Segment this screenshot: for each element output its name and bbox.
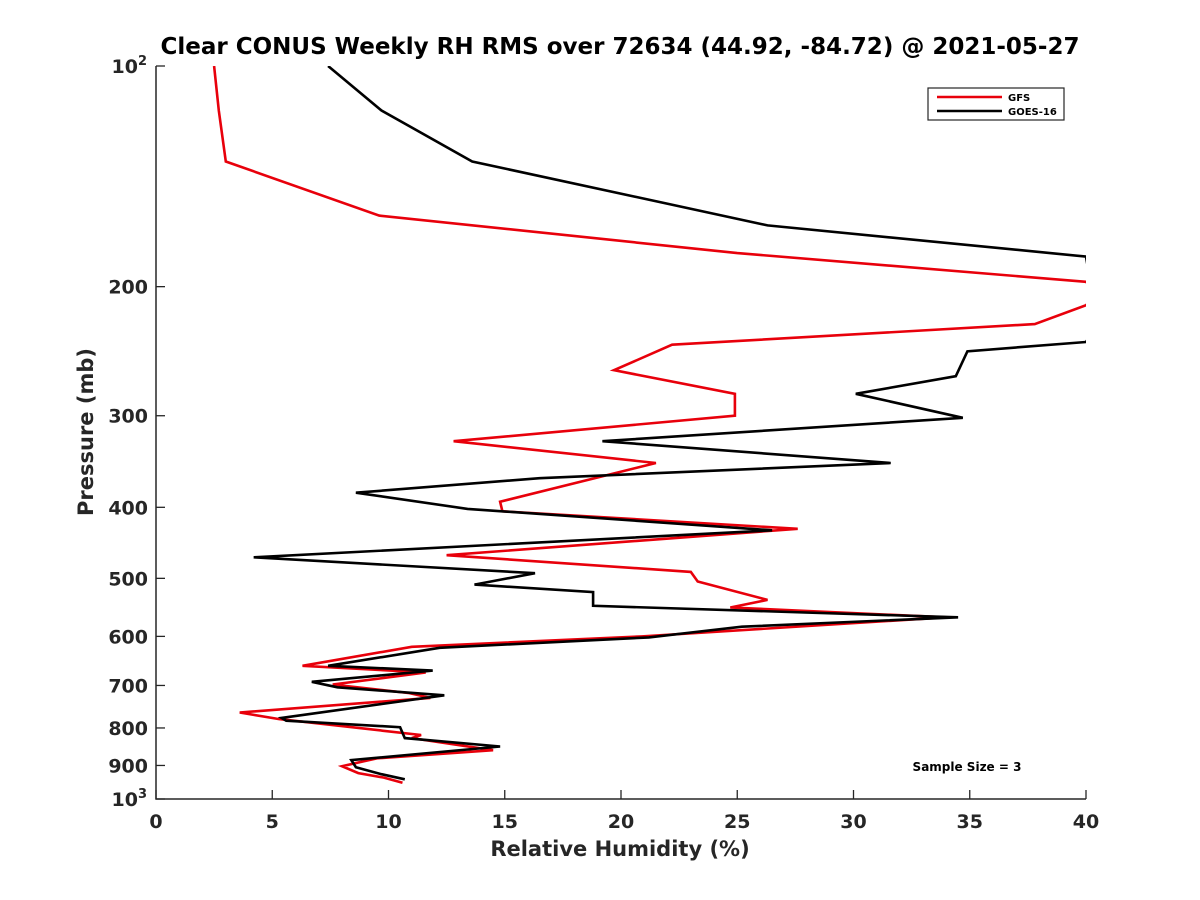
series-line-gfs: [212, 66, 1086, 784]
series-line-goes16: [253, 66, 1086, 781]
plot-area: [212, 66, 1086, 784]
sample-size-annotation: Sample Size = 3: [913, 760, 1022, 774]
y-tick-label: 700: [108, 675, 148, 697]
x-tick-label: 0: [149, 811, 162, 833]
x-tick-label: 30: [840, 811, 866, 833]
y-tick-label: 102: [112, 54, 148, 78]
x-tick-label: 15: [492, 811, 518, 833]
legend-label-gfs: GFS: [1008, 93, 1030, 104]
x-tick-label: 20: [608, 811, 634, 833]
legend-box: [927, 87, 1065, 121]
x-tick-label: 5: [266, 811, 279, 833]
x-tick-label: 35: [957, 811, 983, 833]
y-tick-label: 600: [108, 626, 148, 648]
legend-label-goes16: GOES-16: [1008, 107, 1057, 118]
y-tick-label: 900: [108, 755, 148, 777]
x-tick-label: 40: [1073, 811, 1099, 833]
y-tick-label: 800: [108, 718, 148, 740]
x-tick-label: 25: [724, 811, 750, 833]
x-axis-label: Relative Humidity (%): [490, 837, 749, 861]
y-tick-label: 400: [108, 497, 148, 519]
legend: GFS GOES-16: [927, 87, 1065, 121]
y-tick-label: 300: [108, 406, 148, 428]
x-axis-ticks: 0 5 10 15 20 25 30 35 40: [149, 790, 1099, 833]
x-tick-label: 10: [375, 811, 401, 833]
chart-title: Clear CONUS Weekly RH RMS over 72634 (44…: [161, 34, 1080, 60]
y-axis-label: Pressure (mb): [74, 348, 98, 516]
y-tick-label: 500: [108, 568, 148, 590]
y-tick-label: 103: [112, 787, 148, 811]
y-tick-label: 200: [108, 277, 148, 299]
y-axis-ticks: 102 200 300 400 500 600 700 800 900 103: [108, 54, 165, 811]
